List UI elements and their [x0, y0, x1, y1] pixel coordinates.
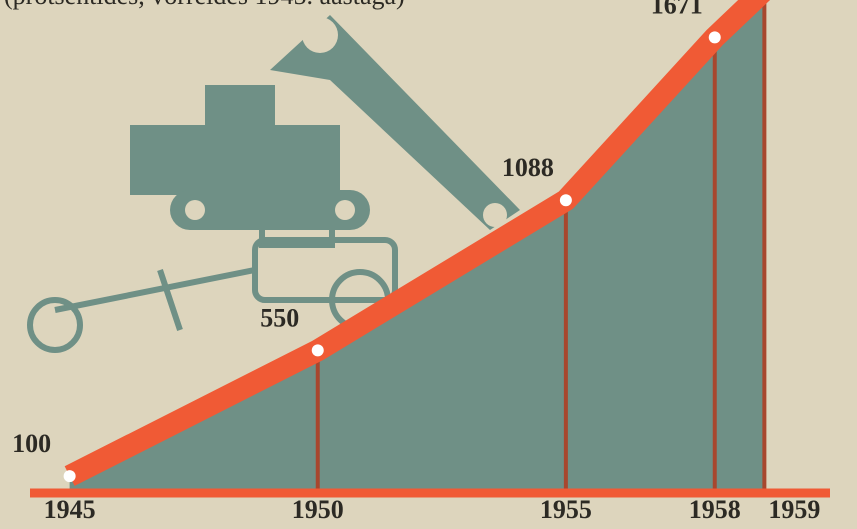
x-tick-label: 1959 — [768, 495, 820, 524]
grader-blade — [157, 269, 183, 331]
excavator-cab — [205, 85, 275, 135]
track-wheel — [335, 200, 355, 220]
point — [311, 344, 324, 357]
boom-wheel — [302, 17, 338, 53]
value-label: 1088 — [502, 153, 554, 182]
x-tick-label: 1958 — [689, 495, 741, 524]
excavator-boom — [270, 15, 520, 230]
x-tick-label: 1945 — [44, 495, 96, 524]
point — [63, 470, 76, 483]
value-label: 100 — [12, 429, 51, 458]
area — [69, 0, 765, 493]
excavator-body — [130, 125, 340, 195]
x-tick-label: 1955 — [540, 495, 592, 524]
value-label: 1671 — [651, 0, 703, 19]
x-tick-label: 1950 — [292, 495, 344, 524]
track-wheel — [185, 200, 205, 220]
point — [708, 31, 721, 44]
excavator-track — [170, 190, 370, 230]
point — [559, 194, 572, 207]
machine-illustration — [27, 15, 520, 353]
value-label: 550 — [260, 303, 299, 332]
grader-frame — [54, 267, 256, 313]
subtitle: (protsentides, võrreldes 1945. aastaga) — [4, 0, 405, 10]
grader-wheel — [27, 297, 83, 353]
boom-wheel — [483, 203, 507, 227]
grader-cab — [259, 202, 335, 248]
